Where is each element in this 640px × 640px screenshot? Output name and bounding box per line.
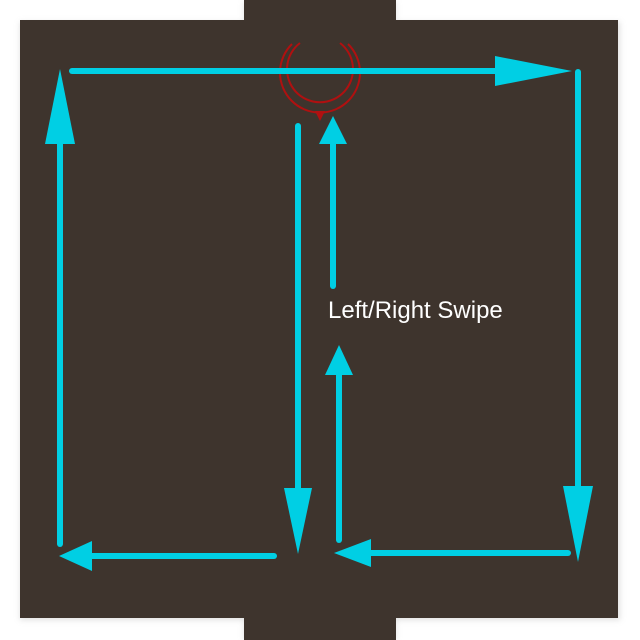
background-shape bbox=[20, 0, 620, 640]
right-swipe-arrow bbox=[563, 69, 593, 562]
bottom-left-swipe-arrow bbox=[59, 541, 277, 571]
left-swipe-arrow bbox=[45, 69, 75, 547]
center-down-swipe-arrow bbox=[284, 123, 312, 554]
gesture-label: Left/Right Swipe bbox=[328, 297, 503, 324]
center-upper-swipe-arrow bbox=[319, 116, 347, 289]
top-swipe-arrow bbox=[69, 56, 572, 86]
center-lower-swipe-arrow bbox=[325, 345, 353, 543]
bottom-right-swipe-arrow bbox=[334, 539, 571, 567]
